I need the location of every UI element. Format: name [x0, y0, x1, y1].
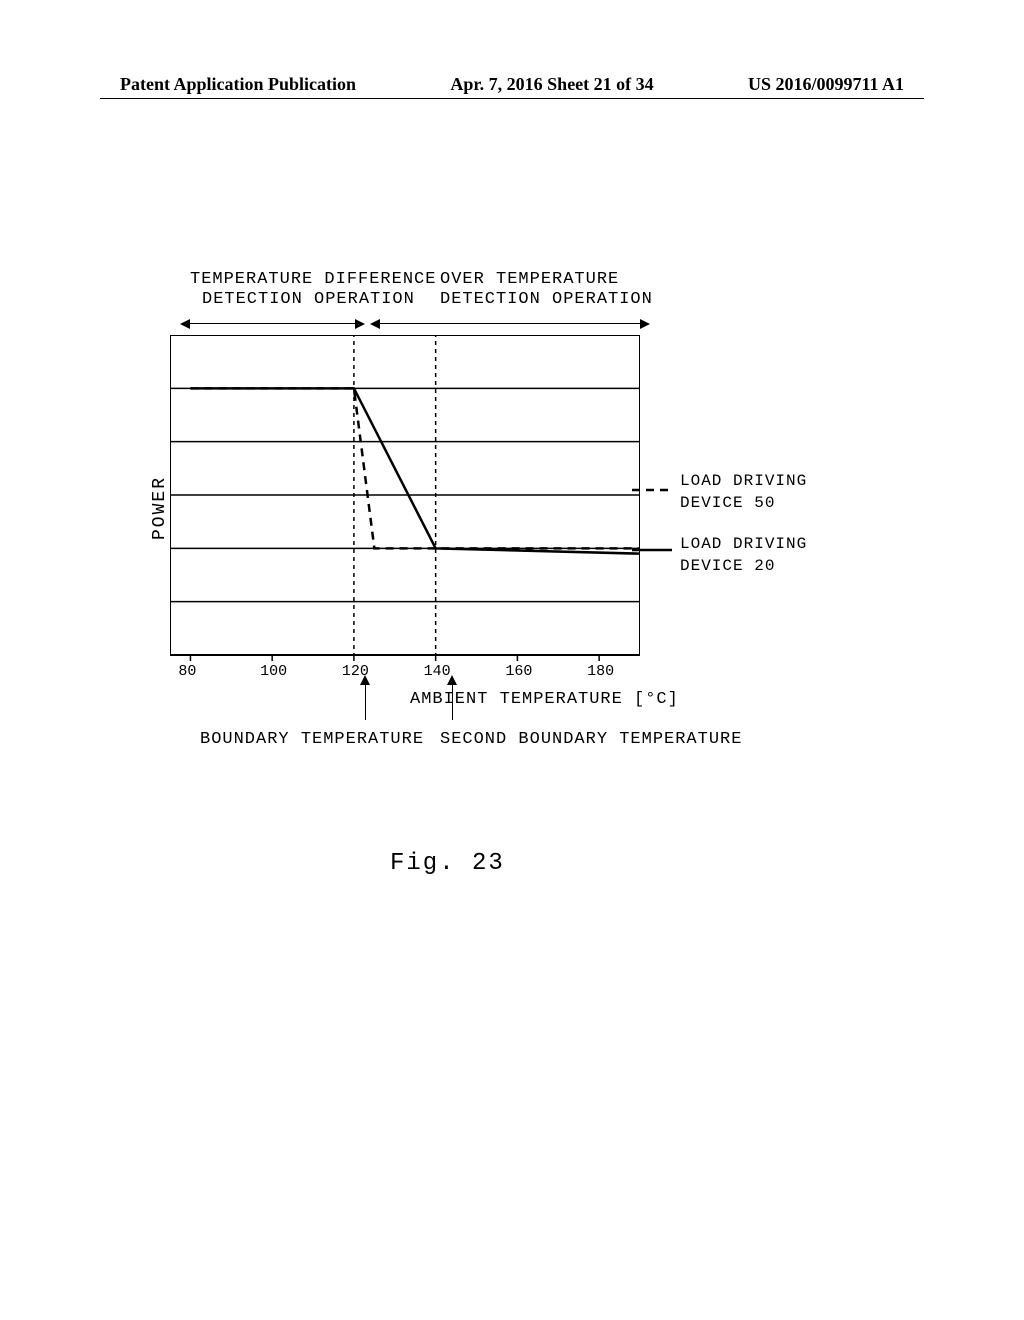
y-axis-label: POWER — [150, 476, 170, 540]
legend-label-device50-1: LOAD DRIVING — [680, 470, 807, 492]
header-right: US 2016/0099711 A1 — [748, 74, 904, 95]
region-left-label-2: DETECTION OPERATION — [202, 290, 415, 309]
x-tick-label: 180 — [587, 663, 614, 680]
figure-caption: Fig. 23 — [390, 850, 505, 877]
region-right-label-1: OVER TEMPERATURE — [440, 270, 619, 289]
legend-label-device20-1: LOAD DRIVING — [680, 533, 807, 555]
page-header: Patent Application Publication Apr. 7, 2… — [0, 74, 1024, 95]
legend-label-device20-2: DEVICE 20 — [680, 555, 807, 577]
x-tick-label: 100 — [260, 663, 287, 680]
region-left-label-1: TEMPERATURE DIFFERENCE — [190, 270, 436, 289]
legend-swatch-device50 — [632, 488, 672, 492]
x-tick-label: 160 — [505, 663, 532, 680]
legend-label-device50-2: DEVICE 50 — [680, 492, 807, 514]
boundary-temp-label: BOUNDARY TEMPERATURE — [200, 730, 424, 749]
second-boundary-temp-label: SECOND BOUNDARY TEMPERATURE — [440, 730, 742, 749]
x-tick-label: 80 — [178, 663, 196, 680]
header-rule — [100, 98, 924, 99]
x-axis-label: AMBIENT TEMPERATURE [°C] — [410, 690, 679, 709]
legend-swatch-device20 — [632, 548, 672, 552]
region-right-label-2: DETECTION OPERATION — [440, 290, 653, 309]
chart — [170, 335, 640, 675]
legend: LOAD DRIVING DEVICE 50 LOAD DRIVING DEVI… — [680, 470, 807, 578]
header-left: Patent Application Publication — [120, 74, 356, 95]
header-center: Apr. 7, 2016 Sheet 21 of 34 — [450, 74, 653, 95]
